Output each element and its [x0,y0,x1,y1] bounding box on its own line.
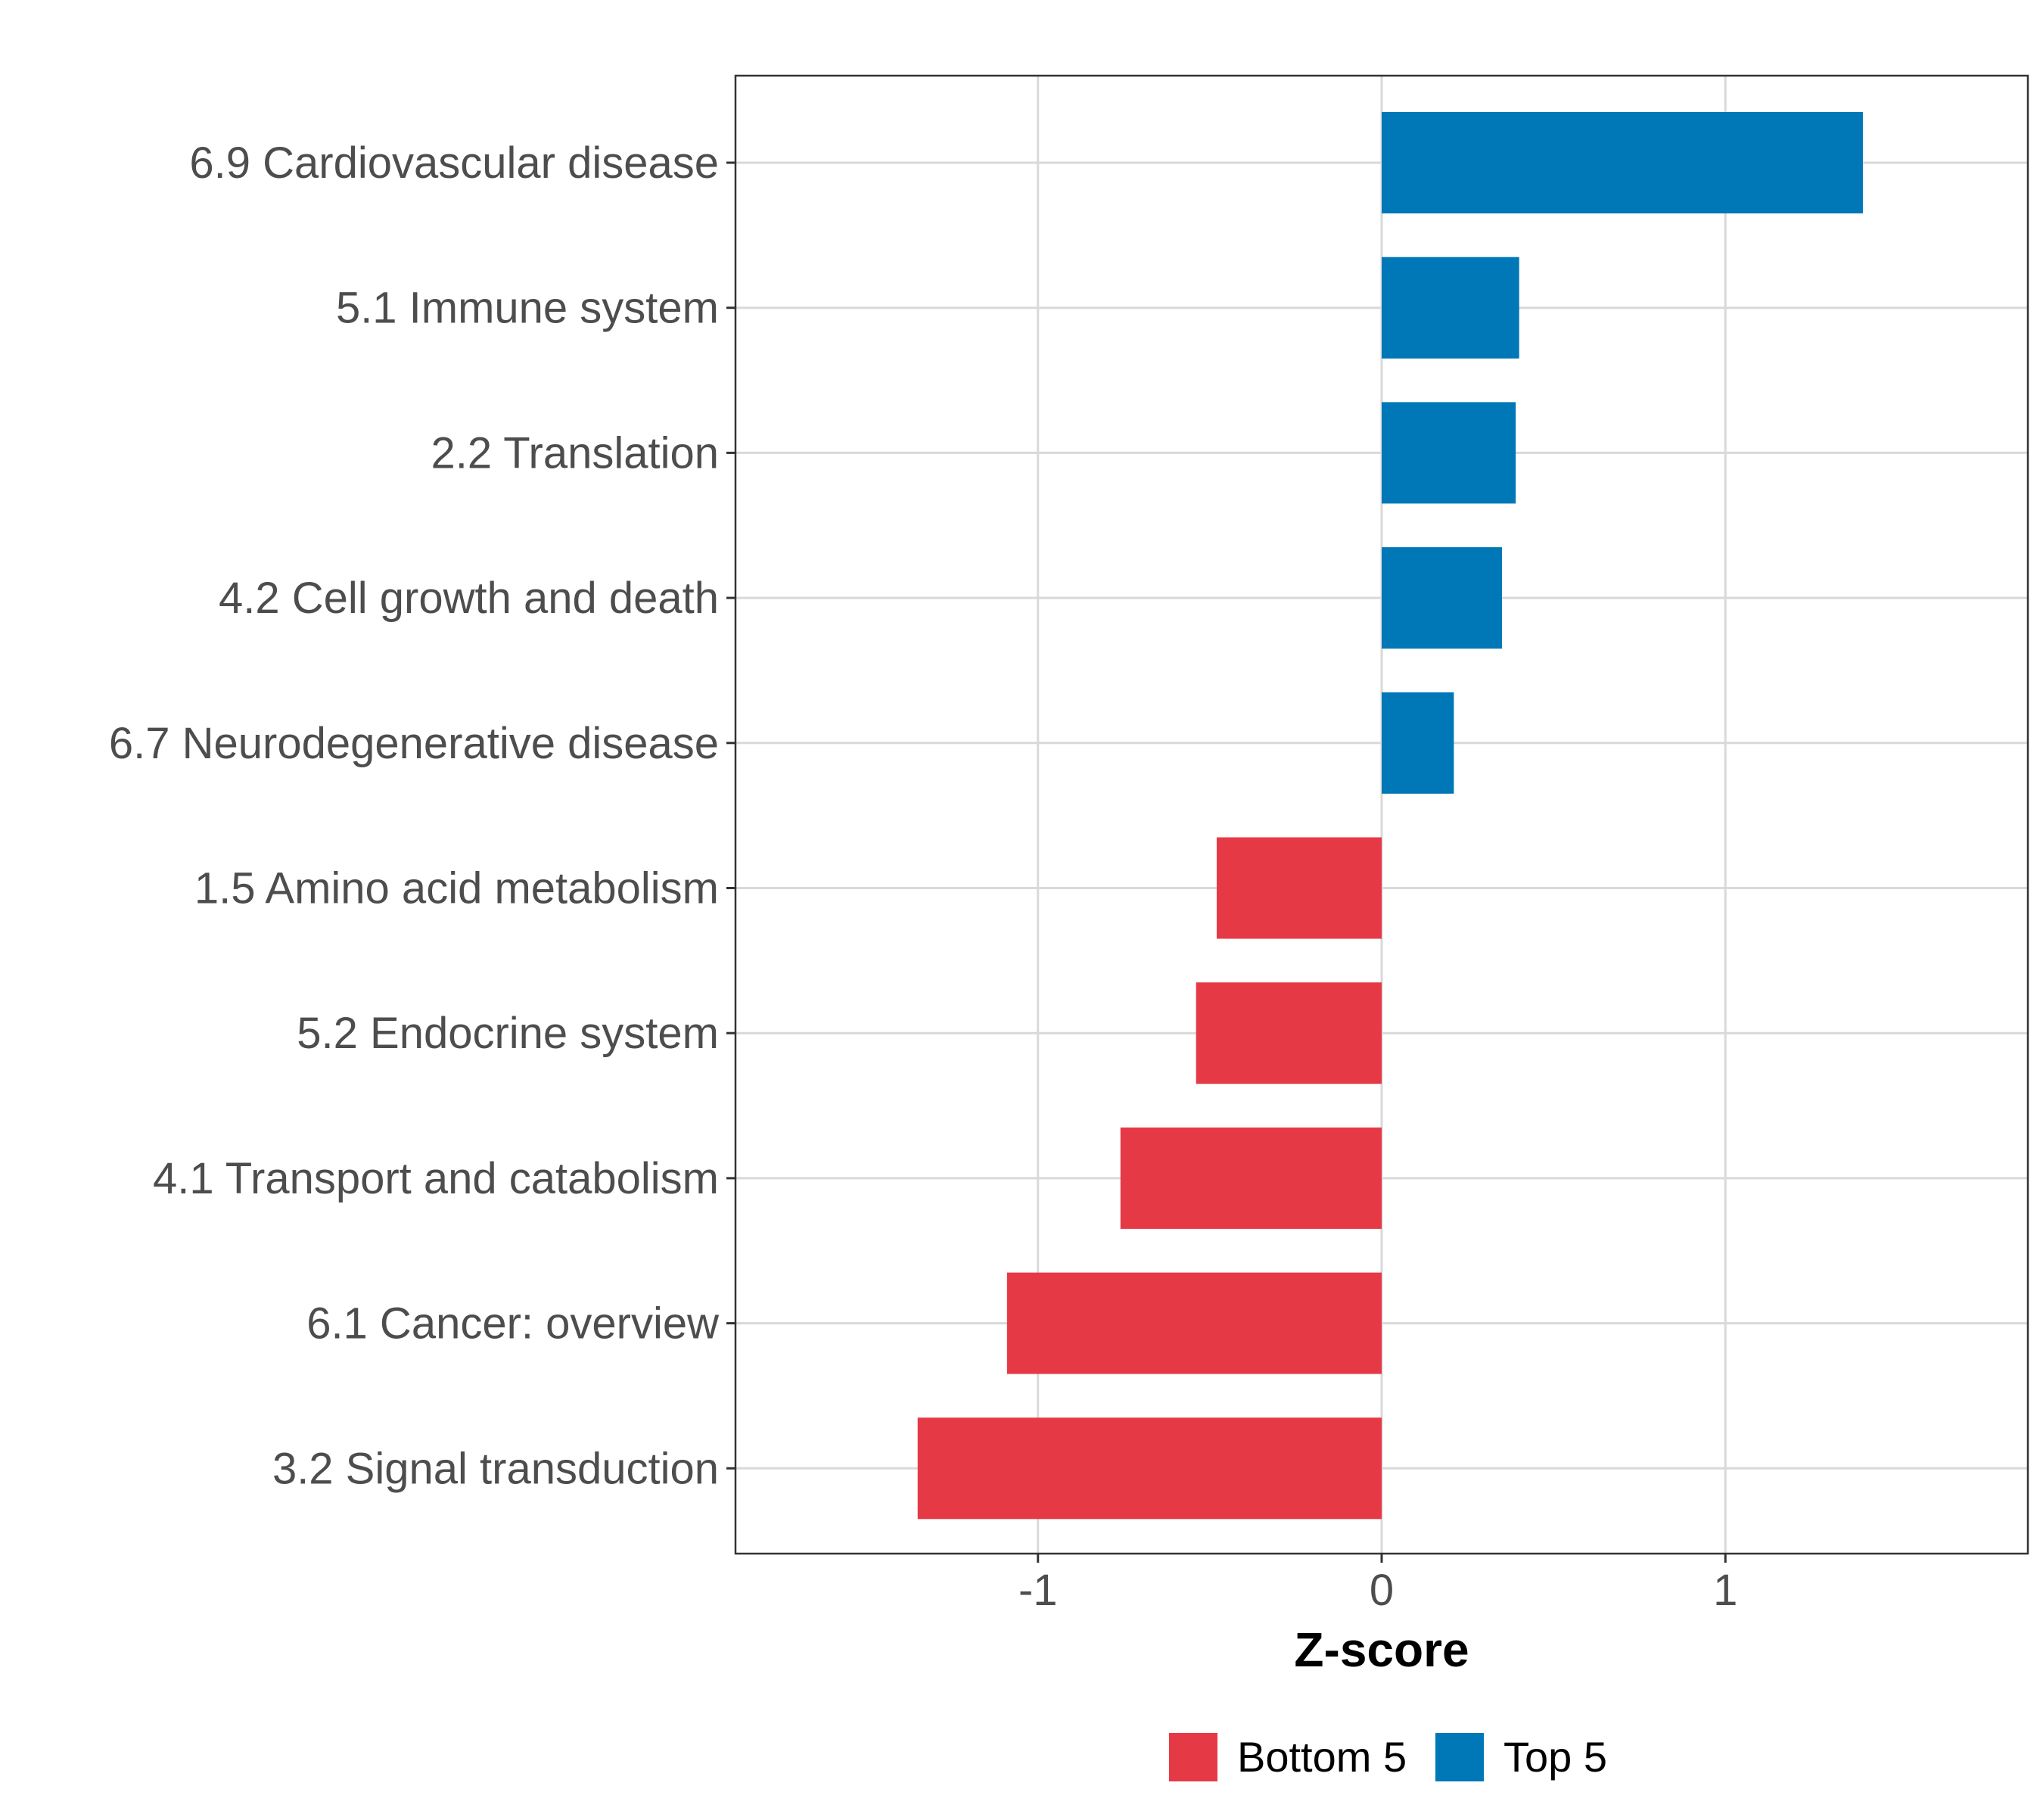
legend: Bottom 5 Top 5 [1169,1733,1607,1781]
y-tick-label: 6.9 Cardiovascular disease [189,138,719,188]
bar [1382,112,1863,213]
x-tick-label: -1 [1018,1566,1058,1615]
legend-label: Top 5 [1503,1733,1607,1781]
bar-layer [917,112,1863,1520]
bar [1196,982,1382,1084]
x-axis: -1 0 1 [1018,1554,1737,1615]
bar [1382,547,1502,649]
bar [1006,1272,1382,1374]
legend-swatch [1435,1733,1484,1781]
y-tick-label: 1.5 Amino acid metabolism [194,864,719,913]
y-tick-label: 6.1 Cancer: overview [306,1299,720,1349]
y-tick-label: 3.2 Signal transduction [272,1444,719,1493]
bar [1382,692,1454,794]
legend-swatch [1169,1733,1217,1781]
y-tick-label: 2.2 Translation [431,428,719,478]
legend-label: Bottom 5 [1237,1733,1407,1781]
bar [1382,402,1516,504]
bar [1216,837,1382,939]
y-tick-label: 6.7 Neurodegenerative disease [109,719,719,768]
y-tick-label: 5.1 Immune system [336,284,719,333]
bar [917,1417,1382,1520]
y-tick-label: 5.2 Endocrine system [297,1009,719,1058]
y-tick-label: 4.2 Cell growth and death [219,574,719,623]
bar [1120,1127,1382,1229]
y-axis: 6.9 Cardiovascular disease 5.1 Immune sys… [109,138,735,1493]
x-axis-title: Z-score [1294,1622,1469,1677]
x-tick-label: 0 [1370,1566,1394,1615]
x-tick-label: 1 [1713,1566,1737,1615]
y-tick-label: 4.1 Transport and catabolism [153,1154,719,1203]
bar [1382,257,1519,359]
